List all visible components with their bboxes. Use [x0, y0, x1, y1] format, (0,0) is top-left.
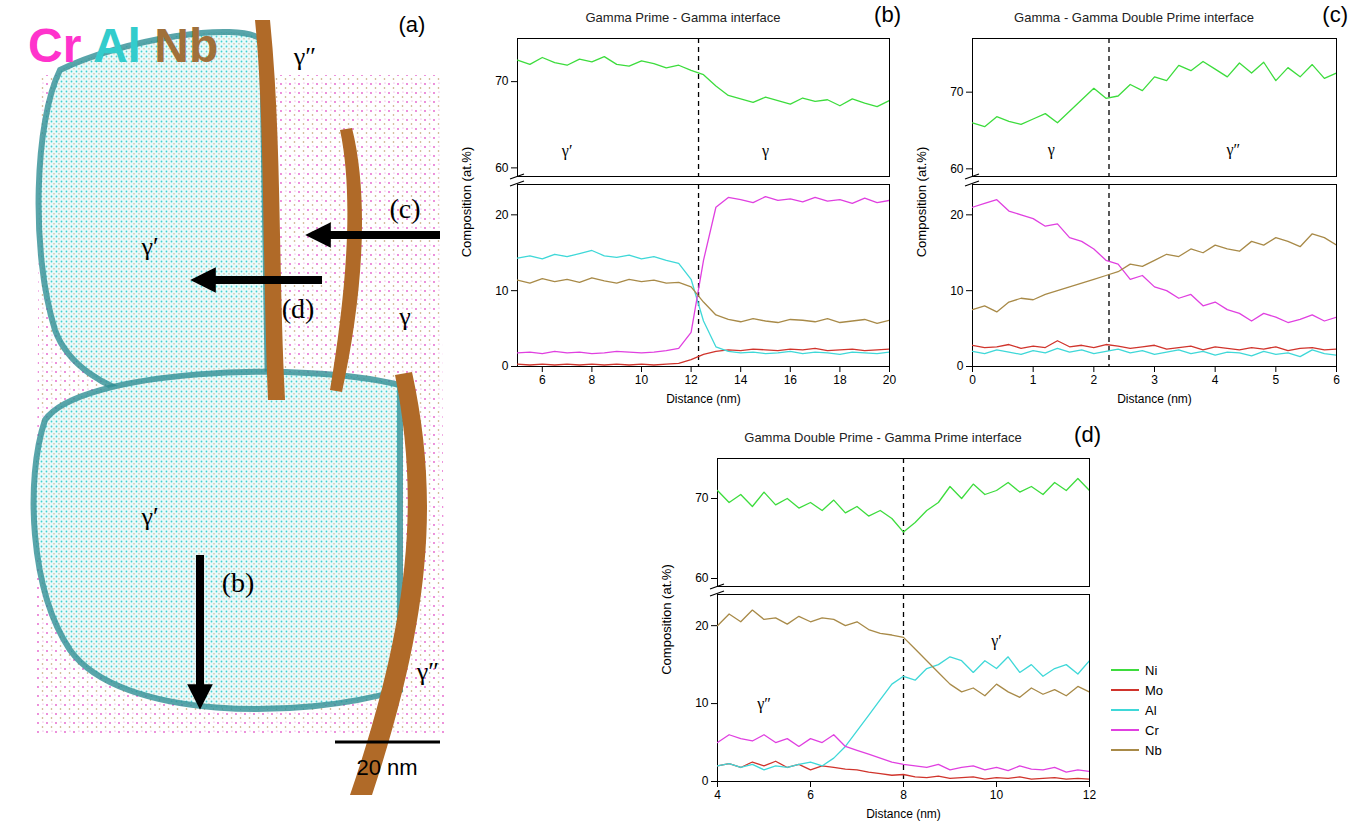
- svg-text:10: 10: [950, 284, 964, 298]
- html-text:Mo: Mo: [1145, 682, 1164, 698]
- svg-text:16: 16: [784, 373, 798, 387]
- svg-text:70: 70: [950, 85, 964, 99]
- svg-text:3: 3: [1151, 373, 1158, 387]
- svg-text:20 nm: 20 nm: [356, 755, 417, 780]
- svg-text:70: 70: [495, 74, 509, 88]
- html-text:(d): (d): [1074, 422, 1101, 447]
- svg-text:γ″: γ″: [293, 42, 316, 71]
- svg-text:6: 6: [1333, 373, 1340, 387]
- svg-text:(a): (a): [399, 12, 426, 37]
- svg-text:γ″: γ″: [1225, 141, 1240, 159]
- svg-text:5: 5: [1272, 373, 1279, 387]
- svg-text:(c): (c): [389, 193, 420, 224]
- svg-text:γ″: γ″: [416, 657, 439, 686]
- svg-text:18: 18: [833, 373, 847, 387]
- html-text:Composition (at.%): Composition (at.%): [459, 146, 474, 258]
- svg-text:Distance (nm): Distance (nm): [1117, 392, 1192, 406]
- html-text:(c): (c): [1322, 2, 1348, 27]
- svg-text:60: 60: [495, 161, 509, 175]
- svg-text:6: 6: [807, 788, 814, 802]
- svg-text:14: 14: [734, 373, 748, 387]
- svg-text:0: 0: [969, 373, 976, 387]
- svg-text:60: 60: [695, 571, 709, 585]
- svg-text:0: 0: [502, 359, 509, 373]
- svg-text:10: 10: [990, 788, 1004, 802]
- html-text:Gamma Prime - Gamma interface: Gamma Prime - Gamma interface: [585, 10, 781, 25]
- svg-text:Cr Al Nb: Cr Al Nb: [28, 19, 218, 72]
- svg-text:γ″: γ″: [756, 695, 771, 713]
- svg-text:8: 8: [589, 373, 596, 387]
- svg-text:2: 2: [1090, 373, 1097, 387]
- html-text:Al: Al: [1145, 702, 1157, 718]
- svg-text:(b): (b): [222, 567, 255, 598]
- svg-text:10: 10: [695, 696, 709, 710]
- svg-text:γ′: γ′: [561, 142, 573, 160]
- svg-text:70: 70: [695, 491, 709, 505]
- html-text:Gamma Double Prime - Gamma Pri: Gamma Double Prime - Gamma Prime interfa…: [744, 430, 1022, 445]
- svg-text:γ′: γ′: [990, 632, 1002, 650]
- svg-text:4: 4: [1212, 373, 1219, 387]
- html-text:Composition (at.%): Composition (at.%): [659, 564, 674, 675]
- svg-text:10: 10: [635, 373, 649, 387]
- svg-text:1: 1: [1030, 373, 1037, 387]
- html-text:Composition (at.%): Composition (at.%): [914, 146, 929, 258]
- html-text:Nb: Nb: [1145, 742, 1162, 758]
- svg-text:γ′: γ′: [140, 232, 158, 261]
- svg-text:0: 0: [957, 359, 964, 373]
- svg-text:10: 10: [495, 284, 509, 298]
- svg-text:0: 0: [702, 774, 709, 788]
- svg-text:γ′: γ′: [140, 502, 158, 531]
- html-text:Ni: Ni: [1145, 662, 1158, 678]
- svg-text:γ: γ: [398, 302, 411, 331]
- svg-text:4: 4: [714, 788, 721, 802]
- html-text:Cr: Cr: [1145, 722, 1159, 738]
- html-text:(b): (b): [874, 2, 901, 27]
- svg-text:(d): (d): [282, 293, 315, 324]
- svg-text:20: 20: [883, 373, 897, 387]
- svg-text:6: 6: [539, 373, 546, 387]
- svg-text:12: 12: [1083, 788, 1097, 802]
- svg-text:8: 8: [900, 788, 907, 802]
- svg-text:Distance (nm): Distance (nm): [666, 392, 741, 406]
- svg-text:20: 20: [950, 208, 964, 222]
- svg-text:Distance (nm): Distance (nm): [866, 807, 941, 821]
- svg-text:γ: γ: [1047, 141, 1055, 159]
- svg-text:20: 20: [695, 619, 709, 633]
- svg-text:20: 20: [495, 208, 509, 222]
- svg-text:60: 60: [950, 162, 964, 176]
- html-text:Gamma - Gamma Double Prime int: Gamma - Gamma Double Prime interface: [1014, 10, 1254, 25]
- svg-text:12: 12: [684, 373, 698, 387]
- svg-text:γ: γ: [761, 142, 769, 160]
